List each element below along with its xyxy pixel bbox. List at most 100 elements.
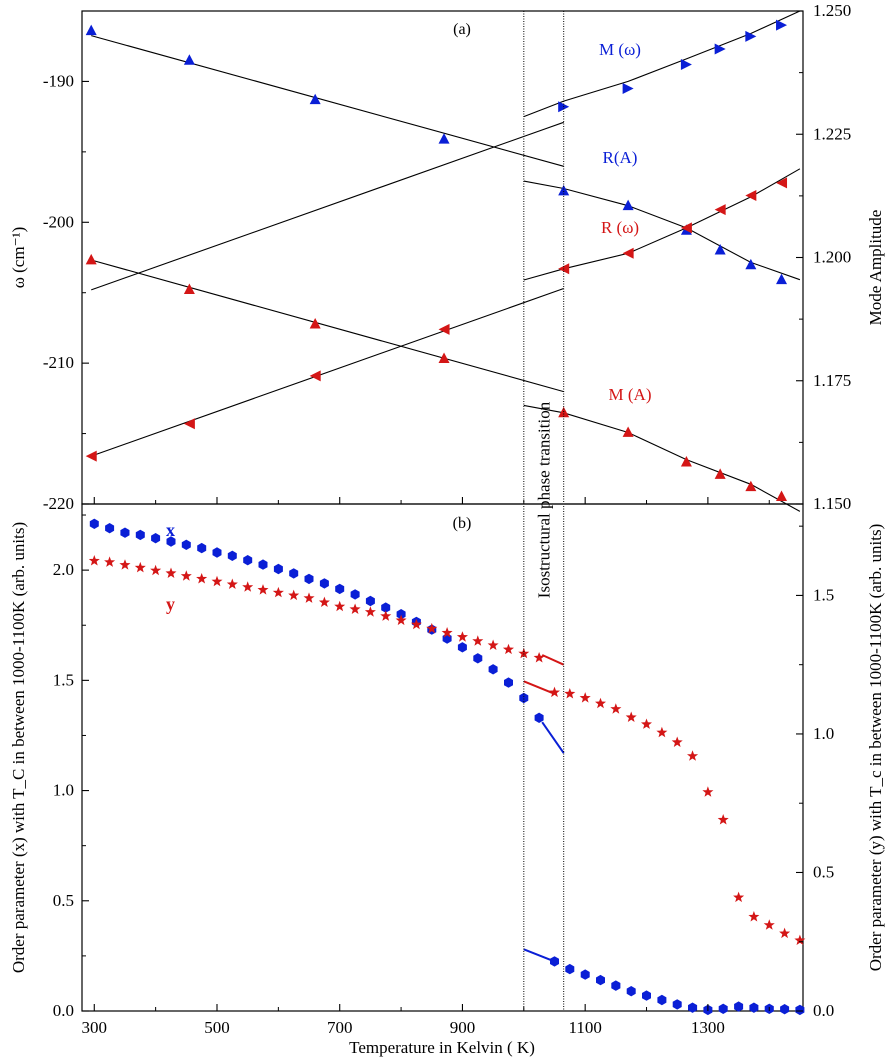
series-x-point bbox=[243, 555, 253, 566]
series-x-point bbox=[181, 539, 191, 550]
series-1-point bbox=[85, 24, 97, 36]
series-x-point bbox=[688, 1002, 698, 1013]
series-1-point bbox=[714, 244, 726, 255]
series-x-point bbox=[335, 583, 345, 595]
series-x-point bbox=[289, 568, 299, 579]
series-0-fit-high bbox=[523, 10, 801, 118]
series-1-point bbox=[438, 133, 450, 144]
series-3-fit-low bbox=[91, 259, 564, 393]
series-x-fit-segment bbox=[541, 721, 565, 754]
series-y-point bbox=[733, 891, 745, 903]
series-2-point bbox=[309, 370, 321, 382]
panel-b-y-left-tick-label: 0.5 bbox=[53, 891, 74, 910]
panel-a-y-left-tick-label: -210 bbox=[43, 353, 74, 372]
series-y-point bbox=[318, 596, 330, 607]
series-y-point bbox=[441, 627, 453, 638]
series-x-point bbox=[626, 986, 636, 997]
x-tick-label: 900 bbox=[450, 1018, 476, 1037]
series-3-label: M (A) bbox=[609, 385, 652, 404]
series-y-point bbox=[472, 635, 484, 646]
legend-y-label: y bbox=[166, 594, 175, 614]
series-y-point bbox=[180, 570, 192, 581]
x-tick-label: 1300 bbox=[691, 1018, 725, 1037]
panel-b-label: (b) bbox=[453, 515, 472, 532]
series-y-point bbox=[303, 592, 315, 603]
series-y-point bbox=[88, 555, 100, 566]
series-0-point bbox=[745, 30, 757, 42]
panel-b: 0.0 0.5 1.0 1.5 2.0 0.0 0.5 1.0 1.5 (b) Order pa… bbox=[9, 503, 885, 1020]
series-3-point bbox=[438, 352, 450, 363]
series-y-point bbox=[610, 703, 622, 714]
series-2-point bbox=[714, 204, 726, 216]
panel-a-marks: M (ω) R(A) R (ω) M (A) bbox=[85, 10, 801, 512]
series-y-point bbox=[763, 919, 775, 930]
panel-a-ticks: -190 -200 -210 -220 1.150 1.175 1.200 1.225 1.25… bbox=[43, 1, 851, 513]
series-x-point bbox=[780, 1004, 790, 1015]
series-y-point bbox=[549, 686, 560, 698]
panel-a-y-left-tick-label: -220 bbox=[43, 494, 74, 513]
series-x-point bbox=[550, 956, 559, 967]
panel-b-y-left-tick-label: 2.0 bbox=[53, 560, 74, 579]
series-3-point bbox=[622, 426, 634, 437]
series-3-point bbox=[309, 318, 321, 329]
series-y-point bbox=[595, 697, 606, 709]
series-0-label: M (ω) bbox=[599, 40, 641, 59]
series-x-fit-segment bbox=[523, 948, 555, 963]
x-axis-label: Temperature in Kelvin ( K) bbox=[349, 1038, 535, 1057]
panel-a-y-left-tick-label: -190 bbox=[43, 71, 74, 90]
series-y-point bbox=[625, 711, 637, 722]
panel-a-label: (a) bbox=[453, 21, 471, 38]
series-x-point bbox=[273, 563, 283, 575]
series-x-point bbox=[519, 692, 529, 704]
series-3-point bbox=[85, 253, 97, 265]
panel-b-y-right-tick-label: 1.5 bbox=[813, 585, 834, 604]
series-y-point bbox=[119, 559, 131, 570]
series-y-point bbox=[395, 614, 407, 626]
series-y-point bbox=[134, 561, 146, 573]
x-tick-label: 500 bbox=[204, 1018, 230, 1037]
series-x-point bbox=[596, 974, 605, 986]
panel-b-y-right-tick-label: 0.0 bbox=[813, 1001, 834, 1020]
series-x-point bbox=[734, 1001, 744, 1012]
panel-a-frame bbox=[81, 10, 804, 505]
series-y-point bbox=[410, 618, 422, 630]
panel-b-y-left-tick-label: 0.0 bbox=[53, 1001, 74, 1020]
series-y-point bbox=[564, 688, 576, 699]
x-tick-label: 300 bbox=[82, 1018, 108, 1037]
x-axis-ticks: 300 500 700 900 1100 1300 bbox=[82, 497, 770, 1037]
series-y-point bbox=[502, 643, 514, 655]
series-2-point bbox=[622, 247, 634, 259]
series-x-point bbox=[120, 527, 130, 538]
panel-b-y-right-tick-label: 1.0 bbox=[813, 724, 834, 743]
x-tick-label: 700 bbox=[327, 1018, 353, 1037]
series-x-point bbox=[381, 602, 391, 613]
series-y-point bbox=[779, 927, 791, 939]
panel-b-y-left-label: Order parameter (x) with T_C in between … bbox=[9, 522, 28, 973]
series-x-point bbox=[212, 547, 222, 558]
series-y-point bbox=[334, 600, 346, 612]
panel-b-y-left-tick-label: 1.0 bbox=[53, 781, 74, 800]
series-3-point bbox=[776, 490, 788, 502]
transition-label: Isostructural phase transition bbox=[535, 401, 554, 598]
series-y-point bbox=[272, 586, 284, 598]
panel-b-marks bbox=[88, 518, 806, 1016]
panel-b-y-right-label: Order parameter (y) with T_c in between … bbox=[866, 524, 885, 972]
panel-b-frame bbox=[81, 503, 804, 1012]
series-x-point bbox=[795, 1004, 805, 1016]
series-y-point bbox=[487, 639, 499, 650]
series-y-point bbox=[211, 575, 223, 587]
series-x-point bbox=[227, 550, 237, 561]
panel-b-ticks: 0.0 0.5 1.0 1.5 2.0 0.0 0.5 1.0 1.5 bbox=[53, 514, 834, 1020]
series-x-point bbox=[580, 969, 590, 980]
series-x-point bbox=[89, 518, 99, 529]
series-x-point bbox=[611, 980, 621, 991]
series-y-point bbox=[687, 750, 699, 761]
panel-a-y-left-label: ω (cm⁻¹) bbox=[9, 227, 28, 289]
panel-b-y-left-tick-label: 1.5 bbox=[53, 670, 74, 689]
series-y-point bbox=[748, 911, 760, 922]
series-y-point bbox=[349, 603, 361, 614]
panel-a-y-right-tick-label: 1.175 bbox=[813, 371, 851, 390]
series-y-point bbox=[533, 652, 545, 663]
series-x-point bbox=[473, 653, 483, 664]
